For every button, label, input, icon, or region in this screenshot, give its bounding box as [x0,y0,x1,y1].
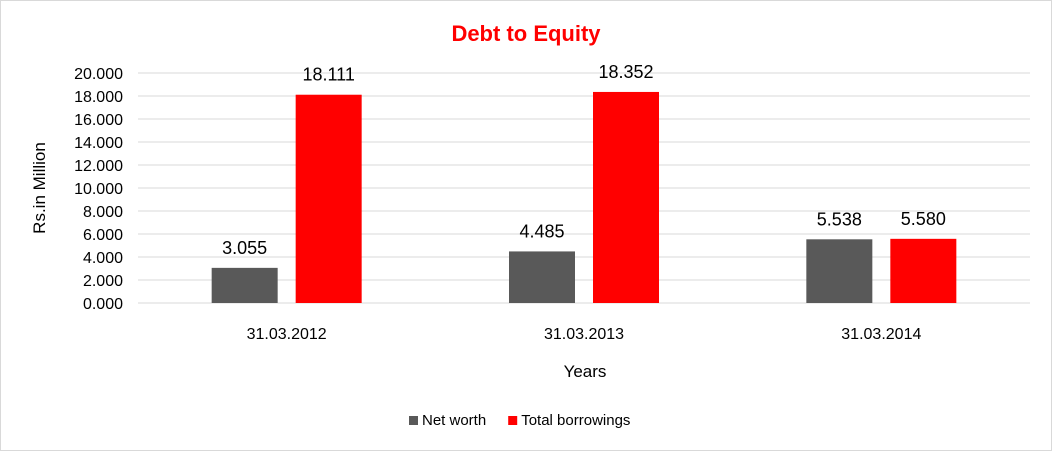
y-tick-label: 8.000 [83,204,123,221]
data-label: 4.485 [519,221,564,241]
y-tick-label: 18.000 [74,89,123,106]
x-tick-label: 31.03.2012 [247,326,327,343]
y-tick-label: 2.000 [83,273,123,290]
chart-title: Debt to Equity [451,21,601,46]
legend-swatch [508,416,518,425]
bar [295,94,362,303]
y-tick-label: 20.000 [74,66,123,83]
x-tick-label: 31.03.2013 [544,326,624,343]
y-tick-label: 12.000 [74,158,123,175]
legend-label: Total borrowings [521,412,630,429]
legend-swatch [409,416,418,425]
y-tick-label: 4.000 [83,250,123,267]
y-tick-label: 0.000 [83,296,123,313]
bar [593,91,659,304]
legend: Net worth Total borrowings [409,412,630,429]
data-label: 3.055 [222,238,267,258]
gridlines [138,72,1030,304]
data-label: 5.580 [901,209,946,229]
data-label: 18.111 [302,65,354,85]
x-tick-labels: 31.03.2012 31.03.2013 31.03.2014 [247,326,922,343]
y-tick-label: 6.000 [83,227,123,244]
bars [211,91,957,304]
x-axis-title: Years [564,362,607,381]
data-label: 18.352 [598,62,653,82]
y-tick-labels: 0.000 2.000 4.000 6.000 8.000 10.000 12.000 14.… [74,66,123,313]
x-tick-label: 31.03.2014 [841,326,921,343]
bar [509,251,575,303]
y-tick-label: 14.000 [74,135,123,152]
bar [890,238,957,303]
bar [806,239,873,303]
data-labels: 3.055 18.111 4.485 18.352 5.538 5.580 [222,62,946,258]
data-label: 5.538 [817,209,862,229]
y-tick-label: 10.000 [74,181,123,198]
y-tick-label: 16.000 [74,112,123,129]
y-axis-title: Rs.in Million [30,142,49,234]
legend-label: Net worth [422,412,486,429]
bar [211,267,278,303]
